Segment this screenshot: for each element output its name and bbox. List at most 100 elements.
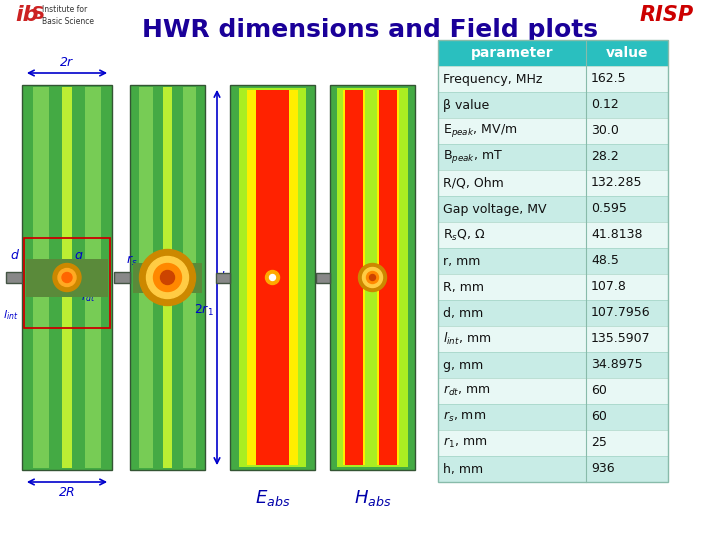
Text: 41.8138: 41.8138: [591, 228, 642, 241]
Text: Gap voltage, MV: Gap voltage, MV: [443, 202, 546, 215]
Bar: [114, 272, 130, 283]
Text: 30.0: 30.0: [591, 125, 619, 138]
Text: R$_s$Q, Ω: R$_s$Q, Ω: [443, 227, 485, 242]
Bar: [438, 300, 668, 326]
Text: 0.12: 0.12: [591, 98, 618, 111]
Text: $l_{int}$: $l_{int}$: [3, 308, 18, 322]
Circle shape: [269, 274, 276, 280]
Bar: [438, 326, 668, 352]
Text: h, mm: h, mm: [443, 462, 483, 476]
Text: d, mm: d, mm: [443, 307, 483, 320]
Bar: [216, 273, 230, 282]
Circle shape: [161, 271, 174, 285]
Text: 34.8975: 34.8975: [591, 359, 643, 372]
Circle shape: [62, 273, 72, 282]
Text: value: value: [606, 46, 648, 60]
Bar: [330, 85, 415, 470]
Bar: [6, 272, 22, 283]
Circle shape: [140, 249, 196, 306]
Bar: [438, 170, 668, 196]
Bar: [24, 238, 110, 327]
Text: β value: β value: [443, 98, 490, 111]
Bar: [22, 85, 112, 470]
Text: parameter: parameter: [471, 46, 553, 60]
Bar: [239, 88, 306, 467]
Bar: [379, 90, 397, 465]
Bar: [438, 40, 668, 66]
Bar: [247, 90, 298, 465]
Bar: [139, 87, 153, 468]
Text: g, mm: g, mm: [443, 359, 483, 372]
Text: $r_{dt}$, mm: $r_{dt}$, mm: [443, 384, 490, 398]
Text: 60: 60: [591, 410, 607, 423]
Bar: [256, 90, 289, 465]
Bar: [438, 248, 668, 274]
Text: S: S: [32, 5, 45, 23]
Text: 0.595: 0.595: [591, 202, 627, 215]
Text: HWR dimensions and Field plots: HWR dimensions and Field plots: [142, 18, 598, 42]
Bar: [438, 352, 668, 378]
Bar: [438, 92, 668, 118]
Text: r, mm: r, mm: [443, 254, 480, 267]
Circle shape: [359, 264, 387, 292]
Text: 132.285: 132.285: [591, 177, 642, 190]
Text: Institute for
Basic Science: Institute for Basic Science: [42, 5, 94, 26]
Circle shape: [266, 271, 279, 285]
Text: $r_1$, mm: $r_1$, mm: [443, 436, 487, 450]
Bar: [438, 222, 668, 248]
Text: h: h: [221, 271, 229, 284]
Text: 48.5: 48.5: [591, 254, 619, 267]
Text: ib: ib: [15, 5, 38, 25]
Text: R/Q, Ohm: R/Q, Ohm: [443, 177, 504, 190]
Text: 936: 936: [591, 462, 615, 476]
Text: R, mm: R, mm: [443, 280, 484, 294]
Bar: [62, 87, 73, 468]
Text: $H_{abs}$: $H_{abs}$: [354, 488, 391, 508]
Bar: [230, 85, 315, 470]
Bar: [316, 273, 330, 282]
Text: $r_s$: $r_s$: [126, 253, 138, 267]
Text: 28.2: 28.2: [591, 151, 618, 164]
Text: RISP: RISP: [640, 5, 694, 25]
Text: $r_s$, mm: $r_s$, mm: [443, 410, 486, 424]
Bar: [343, 90, 366, 465]
Bar: [438, 430, 668, 456]
Bar: [438, 404, 668, 430]
Bar: [438, 40, 668, 482]
Text: 2R: 2R: [59, 486, 76, 499]
Bar: [163, 87, 172, 468]
Circle shape: [146, 256, 189, 299]
Circle shape: [362, 267, 382, 287]
Text: 107.7956: 107.7956: [591, 307, 651, 320]
Text: $l_{int}$, mm: $l_{int}$, mm: [443, 331, 492, 347]
Bar: [130, 85, 205, 470]
Text: 2r: 2r: [60, 56, 73, 69]
Bar: [85, 87, 102, 468]
Text: $E_{abs}$: $E_{abs}$: [255, 488, 290, 508]
Text: Frequency, MHz: Frequency, MHz: [443, 72, 542, 85]
Text: 25: 25: [591, 436, 607, 449]
Circle shape: [153, 264, 181, 292]
Bar: [438, 144, 668, 170]
Bar: [377, 90, 400, 465]
Text: $r_{dt}$: $r_{dt}$: [81, 292, 96, 305]
Bar: [33, 87, 49, 468]
Text: 162.5: 162.5: [591, 72, 626, 85]
Text: 107.8: 107.8: [591, 280, 627, 294]
Bar: [133, 262, 202, 293]
Bar: [438, 274, 668, 300]
Circle shape: [53, 264, 81, 292]
Bar: [345, 90, 364, 465]
Text: d: d: [10, 249, 18, 262]
Circle shape: [366, 272, 379, 284]
Text: 60: 60: [591, 384, 607, 397]
Bar: [438, 378, 668, 404]
Bar: [182, 87, 196, 468]
Bar: [438, 118, 668, 144]
Text: $2r_1$: $2r_1$: [194, 302, 215, 318]
Bar: [438, 196, 668, 222]
Text: B$_{peak}$, mT: B$_{peak}$, mT: [443, 148, 503, 165]
Text: E$_{peak}$, MV/m: E$_{peak}$, MV/m: [443, 123, 517, 139]
Bar: [337, 88, 408, 467]
Text: g: g: [75, 249, 83, 262]
